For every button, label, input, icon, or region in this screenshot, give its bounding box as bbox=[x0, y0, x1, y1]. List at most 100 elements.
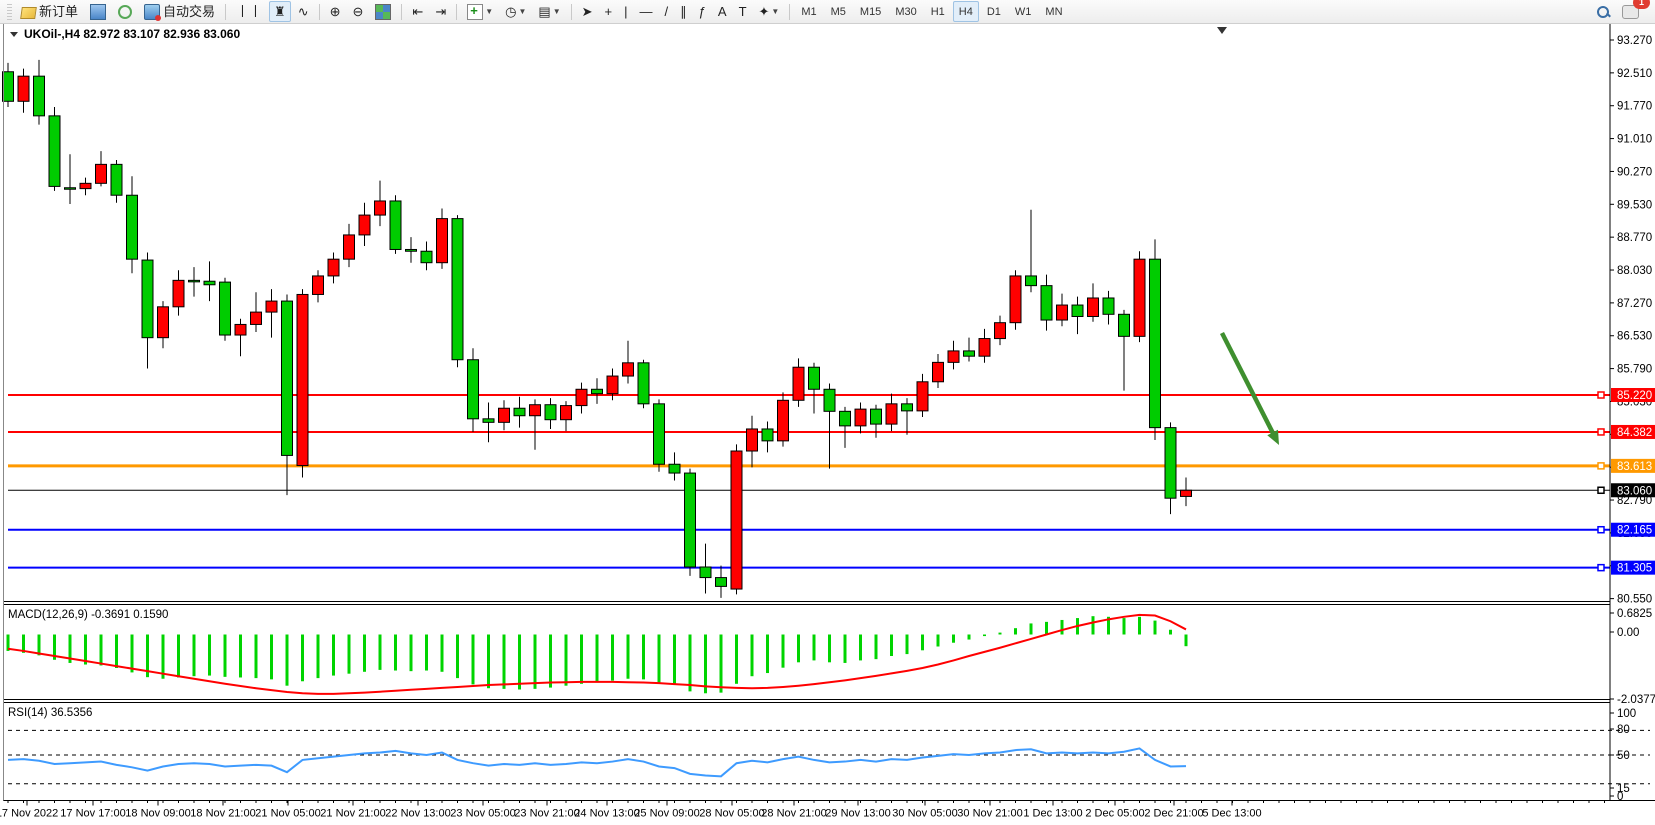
auto-scroll-button[interactable]: ⇤ bbox=[407, 1, 428, 22]
signals-button[interactable] bbox=[113, 1, 137, 22]
hline-handle[interactable] bbox=[1597, 428, 1605, 436]
chart-shift-button[interactable]: ⇥ bbox=[430, 1, 451, 22]
candle-chart-button[interactable]: ♜ bbox=[269, 1, 291, 22]
cursor-button[interactable]: ➤ bbox=[577, 1, 598, 22]
candle bbox=[436, 208, 448, 269]
candle bbox=[932, 353, 944, 388]
timeframe-h1-button[interactable]: H1 bbox=[930, 5, 945, 18]
arrows-button-label: ✦ bbox=[758, 4, 770, 19]
search-button[interactable] bbox=[1591, 1, 1615, 22]
hline-button[interactable]: — bbox=[635, 1, 658, 22]
label-button[interactable]: T bbox=[734, 1, 752, 22]
market-watch-button[interactable] bbox=[85, 1, 111, 22]
timeframe-w1-button[interactable]: W1 bbox=[1014, 5, 1032, 18]
text-button[interactable]: A bbox=[713, 1, 732, 22]
timeframe-m5-button[interactable]: M5 bbox=[830, 5, 846, 18]
candle bbox=[420, 241, 433, 271]
zoom-in-button[interactable]: ⊕ bbox=[325, 1, 346, 22]
candle bbox=[808, 362, 820, 414]
candle bbox=[761, 421, 774, 453]
trendline-button[interactable]: / bbox=[660, 1, 674, 22]
notifications-button[interactable]: 1 bbox=[1617, 0, 1650, 22]
rsi-scale-label: 15 bbox=[1617, 783, 1630, 795]
hline-84.382[interactable] bbox=[8, 428, 1610, 436]
candle bbox=[1025, 209, 1037, 293]
candle bbox=[622, 340, 634, 384]
price-scale-label: 82.790 bbox=[1617, 495, 1652, 507]
candle bbox=[591, 378, 603, 404]
chart-shift-marker[interactable] bbox=[1217, 27, 1227, 34]
candle bbox=[265, 289, 278, 338]
svg-text:83.060: 83.060 bbox=[1617, 485, 1652, 497]
hline-handle[interactable] bbox=[1597, 486, 1605, 495]
vline-button-label: | bbox=[624, 4, 628, 19]
timeframe-m30-button[interactable]: M30 bbox=[895, 5, 917, 18]
time-axis-label: 29 Nov 13:00 bbox=[825, 808, 890, 820]
hline-83.060[interactable] bbox=[8, 486, 1610, 495]
macd-signal-line bbox=[7, 613, 1187, 695]
hline-85.220[interactable] bbox=[8, 391, 1610, 399]
time-axis-label: 1 Dec 13:00 bbox=[1023, 808, 1082, 820]
toolbar-separator bbox=[789, 3, 791, 20]
zoom-out-button[interactable]: ⊖ bbox=[348, 1, 369, 22]
toolbar-separator bbox=[456, 3, 458, 20]
time-axis-label: 17 Nov 2022 bbox=[0, 808, 58, 820]
time-axis[interactable]: 17 Nov 2022 17 Nov 17:00 18 Nov 09:00 18 No… bbox=[0, 800, 1605, 820]
hline-82.165[interactable] bbox=[8, 525, 1610, 534]
candle bbox=[684, 468, 696, 576]
toolbar-grip[interactable] bbox=[7, 3, 12, 20]
candle bbox=[126, 176, 138, 274]
channel-button[interactable]: ∥ bbox=[675, 1, 692, 22]
arrows-button[interactable]: ✦ ▼ bbox=[754, 1, 785, 22]
rsi-label: RSI(14) 36.5356 bbox=[8, 707, 92, 719]
autotrade-button[interactable]: 自动交易 bbox=[139, 1, 220, 22]
toolbar-separator bbox=[225, 3, 227, 20]
period-button[interactable]: ◷ ▼ bbox=[500, 1, 531, 22]
price-scale-label: 85.790 bbox=[1617, 364, 1652, 376]
new-chart-button[interactable]: ▼ bbox=[462, 1, 498, 22]
line-chart-button[interactable]: ∿ bbox=[293, 1, 314, 22]
template-button[interactable]: ▤ ▼ bbox=[533, 1, 565, 22]
timeframe-mn-button[interactable]: MN bbox=[1045, 5, 1063, 18]
vline-button[interactable]: | bbox=[619, 1, 632, 22]
hline-handle[interactable] bbox=[1597, 563, 1605, 572]
hline-81.305[interactable] bbox=[8, 563, 1610, 572]
tile-windows-button[interactable] bbox=[370, 1, 396, 22]
timeframe-m15-button[interactable]: M15 bbox=[859, 5, 882, 18]
symbol-menu-icon[interactable] bbox=[10, 32, 18, 37]
trend-arrow-annotation[interactable] bbox=[1219, 331, 1279, 445]
hline-handle[interactable] bbox=[1597, 525, 1605, 534]
chart-title[interactable]: UKOil-,H4 82.972 83.107 82.936 83.060 bbox=[10, 27, 240, 41]
price-scale-label: 80.550 bbox=[1617, 594, 1652, 606]
candle bbox=[498, 400, 510, 431]
candle bbox=[1071, 296, 1084, 335]
timeframe-d1-button[interactable]: D1 bbox=[986, 5, 1001, 18]
candle bbox=[389, 195, 402, 254]
cursor-button-label: ➤ bbox=[581, 4, 593, 19]
candle bbox=[653, 399, 665, 472]
price-badge-81.305: 81.305 bbox=[1611, 560, 1655, 575]
candle bbox=[544, 398, 557, 429]
hline-handle[interactable] bbox=[1597, 391, 1605, 399]
price-chart[interactable]: MACD(12,26,9) -0.3691 0.1590 RSI(14) 36.5… bbox=[0, 24, 1655, 825]
rsi-line bbox=[7, 747, 1187, 778]
time-axis-label: 22 Nov 13:00 bbox=[385, 808, 450, 820]
hline-83.613[interactable] bbox=[8, 462, 1610, 470]
timeframe-m1-button[interactable]: M1 bbox=[801, 5, 817, 18]
candle bbox=[482, 402, 495, 443]
macd-scale-label: -2.0377 bbox=[1617, 694, 1655, 706]
new-order-button[interactable]: 新订单 bbox=[16, 1, 83, 22]
crosshair-button[interactable]: + bbox=[600, 1, 618, 22]
candle bbox=[1009, 270, 1022, 330]
timeframe-h4-button[interactable]: H4 bbox=[952, 1, 979, 22]
candle bbox=[730, 444, 743, 595]
bar-chart-button[interactable]: ⼁⼁ bbox=[231, 1, 267, 22]
toolbar-separator bbox=[401, 3, 403, 20]
fibonacci-button[interactable]: ƒ bbox=[694, 1, 711, 22]
chat-icon bbox=[1622, 4, 1639, 19]
zoom-out-button-label: ⊖ bbox=[352, 4, 364, 19]
candle bbox=[64, 154, 76, 205]
market-watch-icon bbox=[90, 3, 107, 20]
hline-handle[interactable] bbox=[1597, 462, 1605, 470]
